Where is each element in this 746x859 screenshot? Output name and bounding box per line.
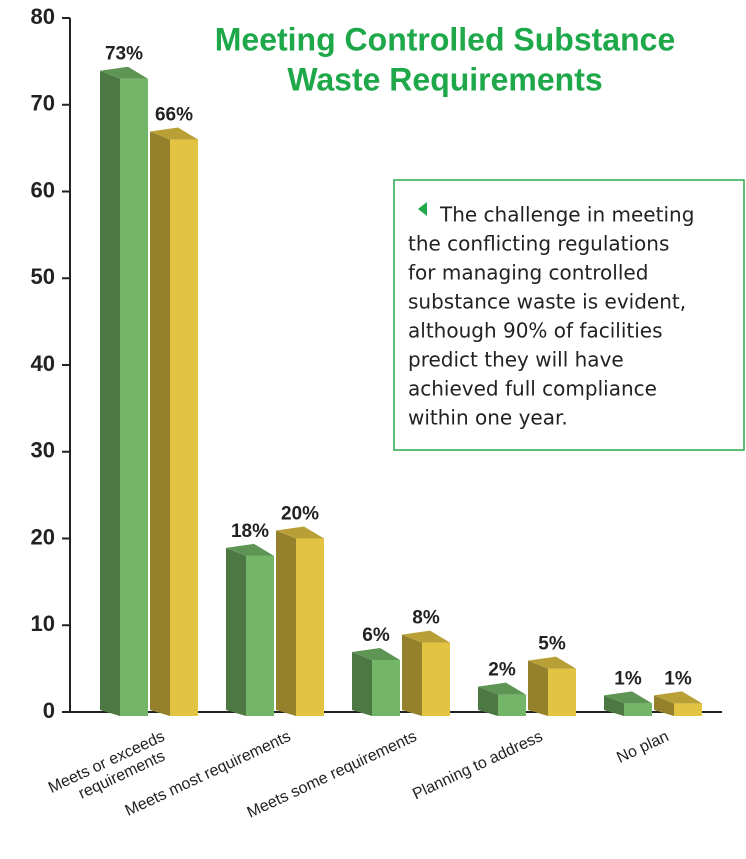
bar <box>674 703 702 716</box>
annotation-line: the conflicting regulations <box>408 232 669 256</box>
x-tick-label: Planning to address <box>410 728 545 803</box>
value-label: 5% <box>538 634 566 655</box>
bar <box>498 694 526 716</box>
bar <box>624 703 652 716</box>
bar-side <box>604 695 624 716</box>
y-tick-label: 40 <box>31 351 55 376</box>
bar-side <box>478 686 498 716</box>
bar-top <box>528 656 576 669</box>
value-label: 6% <box>362 625 390 646</box>
bar-side <box>402 634 422 716</box>
annotation-line: for managing controlled <box>408 261 648 285</box>
y-tick-label: 70 <box>31 91 55 116</box>
y-tick-label: 30 <box>31 438 55 463</box>
value-label: 20% <box>281 504 319 525</box>
annotation-line: achieved full compliance <box>408 377 657 401</box>
bar-top <box>478 682 526 695</box>
bar <box>120 78 148 717</box>
value-label: 73% <box>105 44 143 65</box>
y-tick-label: 80 <box>31 4 55 29</box>
y-tick-label: 0 <box>43 698 55 723</box>
annotation-icon <box>418 202 427 216</box>
chart-title: Waste Requirements <box>287 61 602 97</box>
value-label: 2% <box>488 660 516 681</box>
annotation-line: within one year. <box>408 406 568 430</box>
chart-title: Meeting Controlled Substance <box>215 21 675 57</box>
annotation-line: predict they will have <box>408 348 624 372</box>
bar-top <box>226 543 274 556</box>
bar-top <box>654 691 702 704</box>
bar <box>422 642 450 716</box>
value-label: 66% <box>155 104 193 125</box>
bar-side <box>352 651 372 716</box>
bar-side <box>654 695 674 716</box>
annotation-box <box>393 179 745 451</box>
bar-top <box>100 66 148 79</box>
x-tick-label: No plan <box>614 728 671 767</box>
bar <box>548 668 576 716</box>
bar-top <box>276 526 324 539</box>
bar <box>296 538 324 716</box>
y-tick-label: 60 <box>31 177 55 202</box>
value-label: 1% <box>614 668 642 689</box>
bar <box>170 139 198 716</box>
bar-side <box>276 530 296 716</box>
bar <box>372 659 400 716</box>
bar-side <box>100 70 120 717</box>
y-tick-label: 50 <box>31 264 55 289</box>
annotation-line: The challenge in meeting <box>439 203 694 227</box>
value-label: 1% <box>664 668 692 689</box>
bar-top <box>402 630 450 643</box>
bar-top <box>352 647 400 660</box>
bar-side <box>528 660 548 716</box>
bar <box>246 555 274 716</box>
y-tick-label: 10 <box>31 611 55 636</box>
value-label: 8% <box>412 608 440 629</box>
y-tick-label: 20 <box>31 524 55 549</box>
bar-top <box>150 127 198 140</box>
annotation-line: although 90% of facilities <box>408 319 663 343</box>
bar-top <box>604 691 652 704</box>
annotation-line: substance waste is evident, <box>408 290 686 314</box>
bar-side <box>150 131 170 716</box>
value-label: 18% <box>231 521 269 542</box>
bar-side <box>226 547 246 716</box>
